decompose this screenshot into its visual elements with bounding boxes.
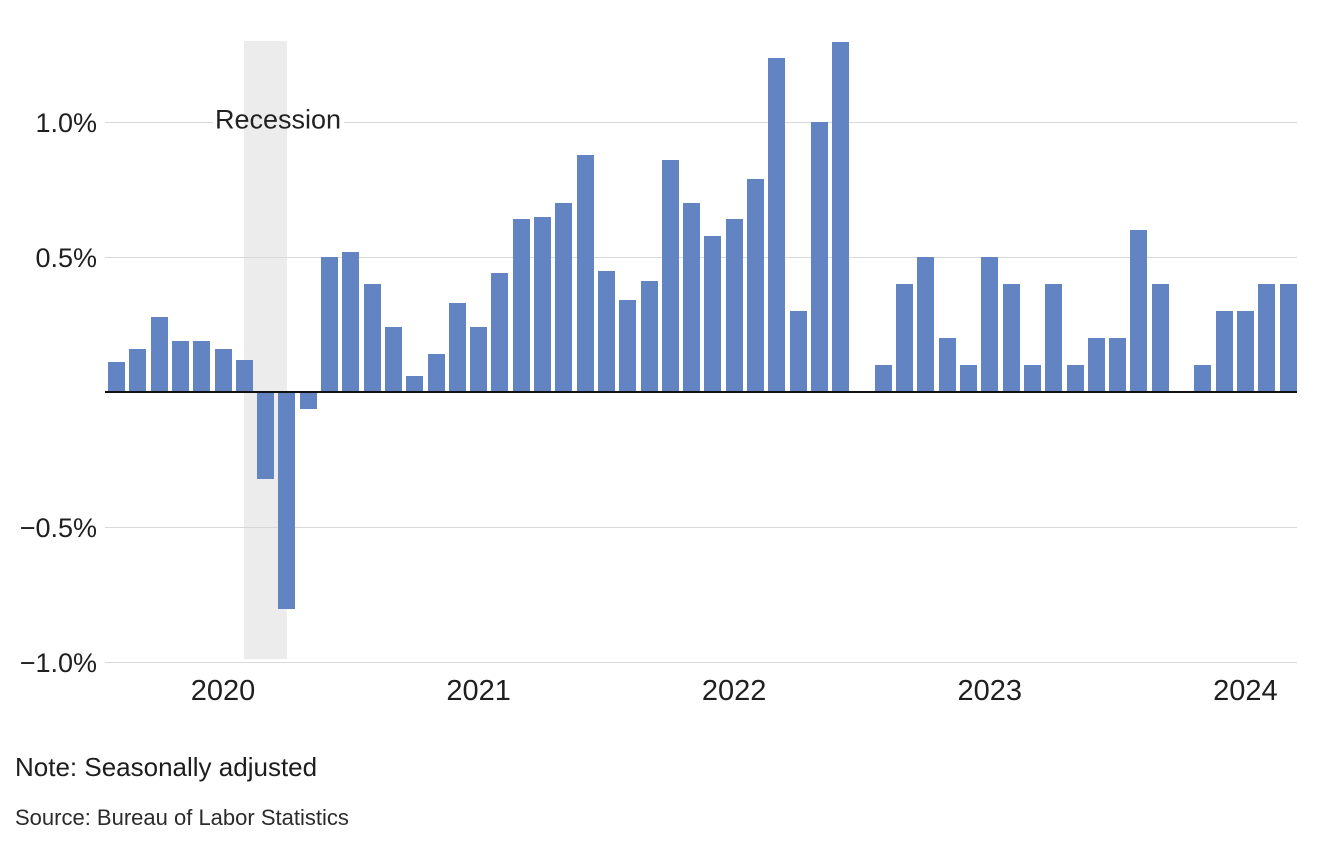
- bar-sep-2019: [129, 348, 147, 392]
- bar-may-2021: [555, 203, 573, 392]
- bar-may-2023: [1066, 365, 1084, 392]
- bar-mar-2023: [1023, 365, 1041, 392]
- chart-note: Note: Seasonally adjusted: [15, 752, 318, 782]
- bar-apr-2023: [1045, 284, 1063, 392]
- bar-apr-2021: [534, 216, 551, 392]
- bar-dec-2023: [1215, 311, 1233, 392]
- bar-mar-2022: [768, 57, 786, 392]
- y-axis-tick-label: 0.5%: [35, 243, 97, 273]
- bar-jun-2020: [321, 257, 338, 392]
- bar-jan-2020: [214, 348, 232, 392]
- zero-baseline-axis: [105, 391, 1297, 393]
- bar-feb-2021: [491, 273, 509, 392]
- bar-jul-2020: [342, 251, 360, 392]
- bar-dec-2021: [704, 235, 722, 392]
- bar-feb-2020: [235, 359, 253, 392]
- bar-oct-2022: [917, 257, 935, 392]
- bar-nov-2020: [427, 354, 445, 392]
- bar-aug-2021: [619, 300, 637, 392]
- bar-aug-2023: [1130, 230, 1148, 392]
- bar-apr-2020: [278, 393, 296, 609]
- bar-sep-2023: [1151, 284, 1169, 392]
- bar-jan-2021: [470, 327, 488, 392]
- bar-oct-2021: [661, 160, 679, 392]
- y-axis-tick-label: −1.0%: [19, 648, 97, 678]
- bar-dec-2022: [960, 365, 977, 392]
- chart-source: Source: Bureau of Labor Statistics: [15, 805, 349, 830]
- x-axis-year-label: 2020: [190, 675, 256, 707]
- bar-dec-2019: [193, 340, 211, 392]
- x-axis-year-label: 2022: [701, 675, 767, 707]
- bar-nov-2023: [1194, 365, 1212, 392]
- recession-annotation-label: Recession: [214, 104, 342, 135]
- bar-nov-2019: [171, 340, 189, 392]
- bar-jan-2023: [981, 257, 999, 392]
- bar-mar-2020: [257, 393, 275, 480]
- bar-sep-2022: [896, 284, 914, 392]
- y-gridline: [105, 527, 1297, 528]
- bar-jan-2022: [725, 219, 743, 392]
- bar-jun-2023: [1087, 338, 1105, 392]
- x-axis-year-label: 2024: [1213, 675, 1278, 707]
- y-gridline: [105, 662, 1297, 663]
- y-gridline: [105, 257, 1297, 258]
- bar-jun-2021: [576, 154, 594, 392]
- y-axis-tick-label: 1.0%: [35, 108, 97, 138]
- bar-sep-2021: [640, 281, 658, 392]
- y-gridline: [105, 122, 213, 123]
- bar-feb-2023: [1002, 284, 1020, 392]
- y-axis-tick-label: −0.5%: [19, 513, 97, 543]
- bar-aug-2020: [363, 284, 381, 392]
- bar-aug-2022: [874, 365, 892, 392]
- x-axis-year-label: 2021: [446, 675, 511, 707]
- bar-may-2022: [810, 122, 828, 392]
- bar-nov-2021: [683, 203, 701, 392]
- bar-may-2020: [299, 393, 317, 410]
- bar-oct-2020: [406, 375, 424, 392]
- bar-feb-2022: [747, 179, 764, 392]
- x-axis-year-label: 2023: [957, 675, 1023, 707]
- bar-feb-2024: [1258, 284, 1276, 392]
- bar-mar-2024: [1279, 284, 1297, 392]
- bar-oct-2019: [150, 316, 168, 392]
- bar-aug-2019: [108, 362, 125, 392]
- bar-apr-2022: [789, 311, 807, 392]
- bar-jun-2022: [832, 41, 850, 392]
- bar-jul-2023: [1109, 338, 1127, 392]
- bar-dec-2020: [448, 303, 466, 392]
- bar-nov-2022: [938, 338, 956, 392]
- bar-jul-2021: [597, 270, 615, 392]
- bar-mar-2021: [512, 219, 530, 392]
- bar-sep-2020: [384, 327, 402, 392]
- bar-jan-2024: [1236, 311, 1254, 392]
